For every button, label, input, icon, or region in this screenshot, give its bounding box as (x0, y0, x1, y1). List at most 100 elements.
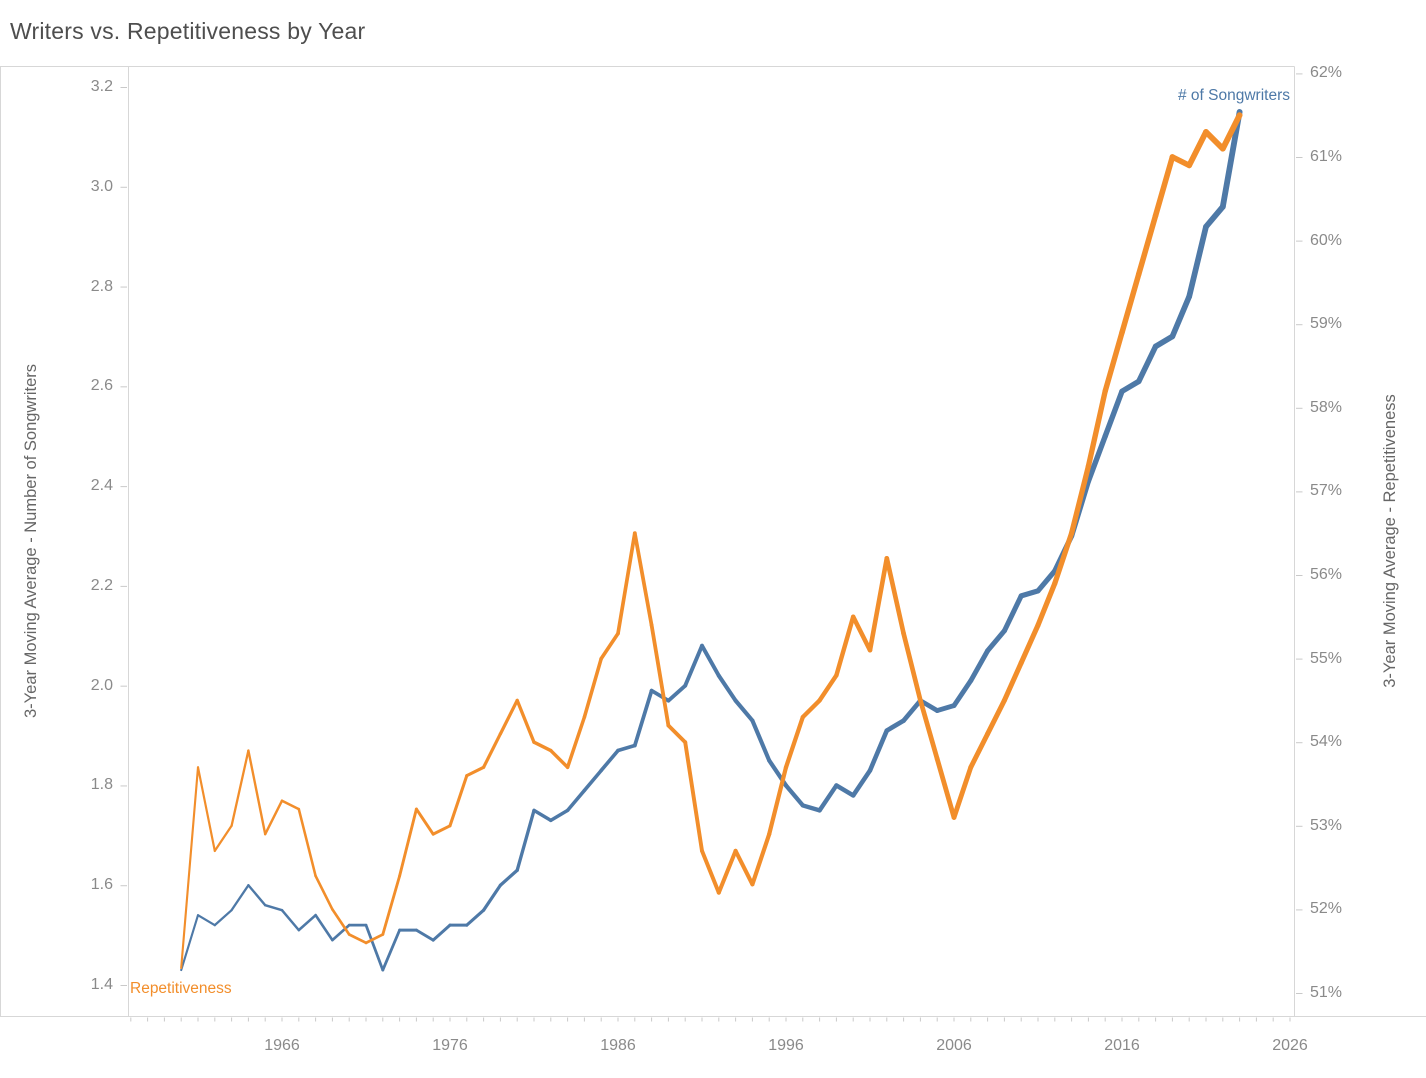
repetitiveness-line-segment[interactable] (1035, 580, 1058, 628)
repetitiveness-line-segment[interactable] (1102, 329, 1125, 394)
repetitiveness-line-segment[interactable] (1018, 622, 1041, 666)
songwriters-line-segment[interactable] (901, 698, 923, 723)
songwriters-line-segment[interactable] (364, 923, 385, 972)
repetitiveness-line-segment[interactable] (297, 807, 317, 878)
repetitiveness-line-segment[interactable] (666, 723, 688, 745)
repetitiveness-line-segment[interactable] (263, 799, 284, 836)
songwriters-line-segment[interactable] (850, 768, 873, 798)
songwriters-line-segment[interactable] (532, 808, 553, 823)
songwriters-line-segment[interactable] (1219, 109, 1243, 210)
songwriters-line-segment[interactable] (750, 718, 772, 763)
songwriters-line-segment[interactable] (331, 923, 351, 942)
repetitiveness-line-segment[interactable] (196, 766, 216, 852)
songwriters-line-segment[interactable] (431, 923, 452, 942)
songwriters-line-segment[interactable] (934, 703, 957, 714)
repetitiveness-line-segment[interactable] (213, 824, 233, 853)
repetitiveness-line-segment[interactable] (700, 848, 721, 895)
repetitiveness-line-segment[interactable] (398, 807, 418, 878)
songwriters-line-segment[interactable] (985, 628, 1007, 654)
repetitiveness-line-segment[interactable] (1203, 129, 1226, 152)
repetitiveness-line-segment[interactable] (599, 631, 620, 661)
songwriters-line-segment[interactable] (381, 928, 402, 972)
repetitiveness-line-segment[interactable] (783, 714, 805, 770)
songwriters-line-segment[interactable] (666, 683, 688, 703)
songwriters-line-segment[interactable] (498, 868, 519, 887)
songwriters-line-segment[interactable] (716, 673, 738, 703)
songwriters-line-segment[interactable] (1152, 333, 1176, 350)
repetitiveness-line-segment[interactable] (616, 531, 637, 636)
repetitiveness-line-segment[interactable] (481, 732, 503, 769)
repetitiveness-line-segment[interactable] (951, 764, 974, 820)
songwriters-line-segment[interactable] (1018, 588, 1041, 599)
repetitiveness-line-segment[interactable] (280, 799, 301, 811)
repetitiveness-line-segment[interactable] (515, 698, 536, 744)
repetitiveness-line-segment[interactable] (683, 740, 704, 853)
songwriters-line-segment[interactable] (565, 788, 587, 813)
repetitiveness-line-segment[interactable] (565, 715, 587, 770)
repetitiveness-line-segment[interactable] (767, 765, 789, 837)
songwriters-line-segment[interactable] (481, 883, 503, 912)
repetitiveness-line-segment[interactable] (498, 698, 519, 736)
repetitiveness-line-segment[interactable] (347, 933, 368, 945)
repetitiveness-line-segment[interactable] (632, 531, 654, 628)
repetitiveness-line-segment[interactable] (582, 656, 603, 719)
songwriters-line-segment[interactable] (817, 783, 839, 813)
songwriters-line-segment[interactable] (414, 928, 435, 942)
songwriters-line-segment[interactable] (280, 908, 301, 932)
songwriters-line-segment[interactable] (599, 748, 620, 773)
repetitiveness-line-segment[interactable] (850, 614, 873, 653)
repetitiveness-line-segment[interactable] (247, 749, 267, 836)
songwriters-line-segment[interactable] (297, 913, 317, 932)
repetitiveness-line-segment[interactable] (968, 731, 991, 770)
repetitiveness-line-segment[interactable] (1219, 112, 1243, 152)
repetitiveness-line-segment[interactable] (331, 908, 351, 936)
songwriters-line-segment[interactable] (1085, 433, 1108, 484)
songwriters-line-segment[interactable] (196, 914, 216, 927)
repetitiveness-line-segment[interactable] (884, 555, 906, 636)
repetitiveness-line-segment[interactable] (230, 749, 250, 827)
songwriters-line-segment[interactable] (733, 698, 755, 723)
songwriters-line-segment[interactable] (247, 884, 267, 907)
repetitiveness-line-segment[interactable] (934, 756, 957, 820)
songwriters-line-segment[interactable] (1102, 388, 1125, 439)
repetitiveness-line-segment[interactable] (1169, 154, 1193, 169)
repetitiveness-line-segment[interactable] (1068, 463, 1092, 536)
repetitiveness-line-segment[interactable] (180, 766, 200, 969)
songwriters-line-segment[interactable] (968, 648, 991, 684)
repetitiveness-line-segment[interactable] (1152, 154, 1176, 219)
songwriters-line-segment[interactable] (683, 643, 704, 688)
repetitiveness-line-segment[interactable] (750, 832, 772, 887)
repetitiveness-line-segment[interactable] (364, 933, 385, 945)
repetitiveness-line-segment[interactable] (431, 824, 452, 836)
songwriters-line-segment[interactable] (180, 914, 200, 972)
songwriters-line-segment[interactable] (1136, 343, 1159, 385)
songwriters-line-segment[interactable] (549, 808, 570, 823)
repetitiveness-line-segment[interactable] (800, 698, 822, 720)
songwriters-line-segment[interactable] (783, 783, 805, 808)
songwriters-line-segment[interactable] (1169, 293, 1193, 340)
songwriters-line-segment[interactable] (700, 643, 721, 678)
songwriters-line-segment[interactable] (1186, 223, 1209, 300)
songwriters-line-segment[interactable] (884, 718, 906, 733)
repetitiveness-line-segment[interactable] (1119, 271, 1142, 336)
repetitiveness-line-segment[interactable] (867, 555, 890, 653)
songwriters-line-segment[interactable] (1203, 203, 1226, 230)
songwriters-line-segment[interactable] (951, 678, 974, 709)
songwriters-line-segment[interactable] (1035, 568, 1058, 594)
repetitiveness-line-segment[interactable] (314, 874, 334, 911)
songwriters-line-segment[interactable] (465, 908, 486, 927)
repetitiveness-line-segment[interactable] (901, 631, 923, 703)
songwriters-line-segment[interactable] (834, 783, 856, 798)
songwriters-line-segment[interactable] (616, 743, 637, 753)
repetitiveness-line-segment[interactable] (1001, 660, 1024, 703)
songwriters-line-segment[interactable] (1119, 378, 1142, 395)
songwriters-line-segment[interactable] (1001, 593, 1024, 634)
songwriters-line-segment[interactable] (867, 728, 890, 773)
songwriters-line-segment[interactable] (800, 803, 822, 813)
songwriters-line-segment[interactable] (263, 903, 284, 912)
repetitiveness-line-segment[interactable] (532, 740, 553, 753)
repetitiveness-line-segment[interactable] (817, 673, 839, 703)
repetitiveness-line-segment[interactable] (1085, 388, 1108, 470)
repetitiveness-line-segment[interactable] (414, 807, 435, 836)
songwriters-line-segment[interactable] (582, 768, 603, 793)
